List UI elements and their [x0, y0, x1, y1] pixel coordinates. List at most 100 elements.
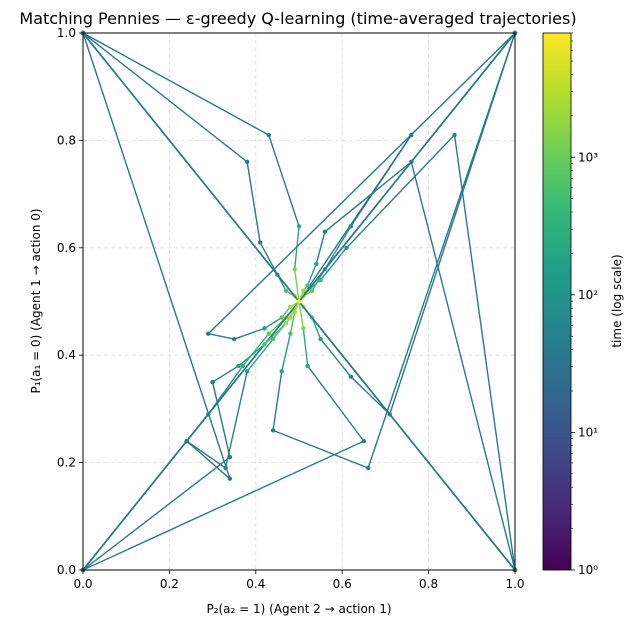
trajectory-segment — [350, 376, 391, 415]
trajectory-segment — [82, 440, 365, 571]
y-tick-label: 0.8 — [57, 133, 76, 147]
trajectory-point — [309, 288, 315, 293]
trajectory-segment — [242, 333, 270, 367]
colorbar-tick-label: 10¹ — [578, 425, 598, 439]
x-tick-label: 0.6 — [333, 577, 352, 591]
trajectory-point — [244, 159, 250, 165]
trajectory-segment — [293, 269, 300, 302]
trajectory-segment — [208, 333, 235, 340]
trajectory-point — [244, 369, 250, 374]
trajectory-point — [257, 240, 263, 245]
trajectory-point — [266, 331, 271, 336]
trajectory-point — [296, 299, 302, 304]
trajectory-point — [262, 342, 267, 347]
colorbar-ticks: 10⁰ 10¹ 10² 10³ — [571, 32, 598, 577]
colorbar — [542, 32, 572, 571]
trajectory-segment — [320, 338, 352, 378]
trajectories — [80, 30, 518, 573]
trajectory-point — [227, 476, 233, 481]
trajectory-point — [210, 379, 215, 385]
y-axis-label: P₁(a₁ = 0) (Agent 1 → action 0) — [29, 208, 43, 393]
y-tick-label: 0.0 — [57, 563, 76, 577]
trajectory-segment — [389, 32, 516, 415]
trajectory-point — [288, 331, 293, 336]
trajectory-point — [301, 326, 306, 331]
trajectory-point — [283, 320, 289, 326]
trajectory-segment — [453, 134, 516, 571]
trajectory-point — [305, 283, 310, 288]
trajectory-segment — [324, 225, 352, 270]
y-tick-label: 0.4 — [57, 348, 76, 362]
trajectory-segment — [281, 306, 291, 319]
trajectory-segment — [211, 381, 231, 458]
trajectory-segment — [268, 134, 300, 227]
trajectory-segment — [272, 429, 369, 469]
trajectory-point — [227, 455, 233, 460]
colorbar-tick-label: 10² — [578, 288, 598, 302]
trajectory-segment — [306, 263, 317, 286]
trajectory-segment — [212, 365, 239, 383]
trajectory-point — [301, 288, 306, 293]
trajectory-segment — [186, 440, 231, 480]
trajectory-point — [314, 261, 319, 267]
trajectory-segment — [259, 242, 279, 275]
trajectory-segment — [350, 134, 412, 227]
y-axis-ticks: 0.0 0.2 0.4 0.6 0.8 1.0 — [57, 26, 83, 577]
trajectory-point — [348, 374, 354, 379]
trajectory-segment — [82, 32, 248, 163]
trajectory-point — [270, 336, 276, 342]
trajectory-segment — [207, 32, 516, 335]
trajectory-segment — [82, 32, 270, 136]
x-tick-label: 0.0 — [73, 577, 92, 591]
trajectory-point — [288, 304, 293, 310]
trajectory-segment — [298, 301, 305, 329]
trajectory-point — [279, 369, 284, 374]
trajectory-point — [223, 465, 228, 471]
y-tick-label: 1.0 — [57, 26, 76, 40]
trajectory-segment — [285, 301, 300, 324]
trajectory-point — [270, 428, 276, 433]
trajectory-segment — [246, 161, 261, 243]
trajectory-segment — [82, 456, 231, 571]
trajectory-segment — [281, 333, 292, 372]
trajectory-point — [296, 224, 302, 229]
trajectory-point — [318, 277, 323, 283]
trajectory-point — [206, 331, 211, 336]
x-axis-ticks: 0.0 0.2 0.4 0.6 0.8 1.0 — [73, 570, 525, 591]
trajectory-segment — [233, 327, 265, 340]
trajectory-point — [266, 132, 271, 138]
trajectory-segment — [246, 338, 274, 372]
trajectory-segment — [302, 328, 309, 367]
trajectory-segment — [311, 317, 322, 340]
trajectory-segment — [186, 440, 226, 469]
trajectory-segment — [320, 247, 348, 281]
trajectory-point — [348, 224, 354, 229]
trajectory-point — [365, 465, 371, 471]
x-axis-label: P₂(a₂ = 1) (Agent 2 → action 1) — [206, 602, 391, 616]
trajectory-segment — [264, 317, 283, 329]
trajectory-point — [452, 132, 457, 138]
trajectory-12 — [80, 30, 518, 573]
colorbar-tick-label: 10⁰ — [578, 563, 598, 577]
trajectory-point — [240, 363, 246, 369]
plot-frame — [82, 32, 516, 571]
colorbar-label: time (log scale) — [610, 254, 624, 347]
trajectory-segment — [346, 134, 456, 249]
trajectory-point — [236, 363, 241, 369]
chart-title: Matching Pennies — ε-greedy Q-learning (… — [19, 9, 576, 28]
trajectory-point — [322, 229, 328, 234]
trajectory-point — [292, 267, 297, 272]
trajectory-segment — [410, 161, 516, 571]
y-tick-label: 0.6 — [57, 241, 76, 255]
x-tick-label: 0.4 — [246, 577, 265, 591]
trajectory-point — [318, 336, 323, 342]
colorbar-tick-label: 10³ — [578, 150, 598, 164]
trajectory-segment — [272, 371, 283, 431]
trajectory-point — [262, 326, 267, 331]
y-tick-label: 0.2 — [57, 456, 76, 470]
trajectory-point — [344, 245, 349, 250]
trajectory-point — [283, 288, 289, 293]
x-tick-label: 0.2 — [160, 577, 179, 591]
trajectory-segment — [289, 312, 296, 334]
